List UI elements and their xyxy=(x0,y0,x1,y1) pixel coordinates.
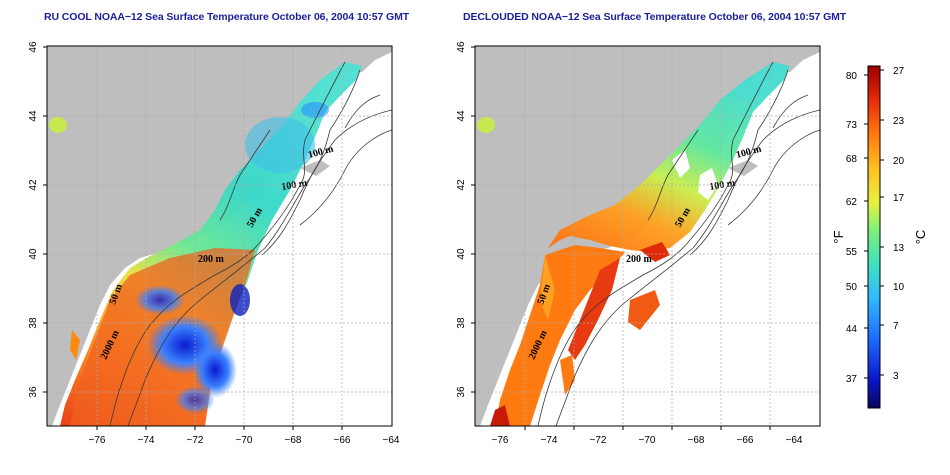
f-tick: 62 xyxy=(846,197,858,208)
contour-label: 100 m xyxy=(709,178,737,193)
lon-tick: −70 xyxy=(236,435,253,446)
celsius-label: °C xyxy=(913,230,928,245)
c-tick: 13 xyxy=(893,243,905,254)
contour-label: 100 m xyxy=(281,178,309,193)
f-tick: 73 xyxy=(846,120,858,131)
lon-tick: −72 xyxy=(590,435,607,446)
map-title-right: DECLOUDED NOAA−12 Sea Surface Temperatur… xyxy=(463,11,847,23)
fahrenheit-label: °F xyxy=(831,230,846,243)
f-tick: 50 xyxy=(846,282,858,293)
lat-tick: 38 xyxy=(28,317,39,329)
lat-tick: 46 xyxy=(456,41,467,53)
f-tick: 68 xyxy=(846,154,858,165)
contour-label: 200 m xyxy=(198,254,225,265)
lat-tick: 42 xyxy=(28,179,39,191)
sst-swath xyxy=(548,62,790,252)
f-tick: 55 xyxy=(846,247,858,258)
colorbar-scale xyxy=(867,65,881,409)
land-mass xyxy=(47,46,392,426)
lat-tick: 40 xyxy=(456,248,467,260)
lat-tick: 36 xyxy=(456,386,467,398)
c-tick: 7 xyxy=(893,321,899,332)
lat-tick: 36 xyxy=(28,386,39,398)
lon-tick: −74 xyxy=(138,435,155,446)
f-tick: 80 xyxy=(846,71,858,82)
lon-tick: −76 xyxy=(492,435,509,446)
f-tick: 44 xyxy=(846,324,858,335)
map-title-left: RU COOL NOAA−12 Sea Surface Temperature … xyxy=(44,11,410,23)
colorbar: 80 73 68 62 55 50 44 37 27 23 20 17 13 1… xyxy=(831,65,928,409)
lon-tick: −68 xyxy=(688,435,705,446)
lat-tick: 40 xyxy=(28,248,39,260)
lon-tick: −68 xyxy=(285,435,302,446)
f-tick: 37 xyxy=(846,374,858,385)
contour-label: 200 m xyxy=(626,254,653,265)
lat-tick: 44 xyxy=(456,110,467,122)
c-tick: 3 xyxy=(893,371,899,382)
lon-tick: −74 xyxy=(541,435,558,446)
bathymetry-contours xyxy=(537,61,820,426)
lon-tick: −70 xyxy=(639,435,656,446)
lat-tick: 42 xyxy=(456,179,467,191)
lon-tick: −64 xyxy=(786,435,803,446)
lon-tick: −66 xyxy=(334,435,351,446)
lon-tick: −72 xyxy=(187,435,204,446)
lon-tick: −64 xyxy=(383,435,400,446)
map-panel-declouded: 100 m 100 m 50 m 200 m 50 m 2000 m xyxy=(456,41,821,446)
c-tick: 20 xyxy=(893,156,905,167)
land-mass xyxy=(475,46,820,426)
c-tick: 23 xyxy=(893,116,905,127)
c-tick: 27 xyxy=(893,66,905,77)
map-panel-raw: 100 m 100 m 50 m 200 m 50 m 2000 m xyxy=(28,41,400,446)
lat-tick: 46 xyxy=(28,41,39,53)
lon-tick: −66 xyxy=(737,435,754,446)
lat-tick: 38 xyxy=(456,317,467,329)
lon-tick: −76 xyxy=(89,435,106,446)
c-tick: 17 xyxy=(893,193,905,204)
bathymetry-contours xyxy=(109,61,392,426)
c-tick: 10 xyxy=(893,282,905,293)
lat-tick: 44 xyxy=(28,110,39,122)
